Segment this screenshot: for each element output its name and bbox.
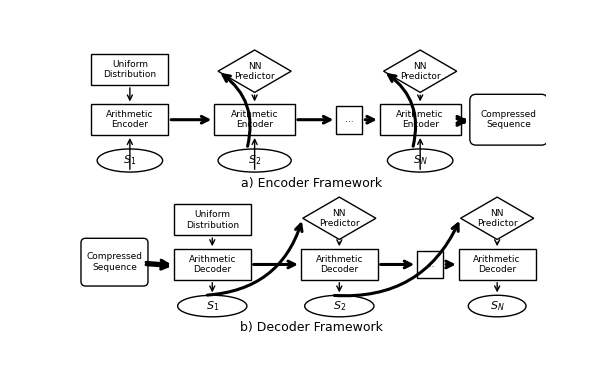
FancyBboxPatch shape (470, 94, 548, 145)
Text: $S_2$: $S_2$ (333, 299, 346, 313)
Text: NN
Predictor: NN Predictor (400, 62, 440, 81)
FancyBboxPatch shape (417, 251, 443, 278)
FancyBboxPatch shape (458, 249, 536, 280)
FancyBboxPatch shape (174, 249, 250, 280)
Ellipse shape (387, 149, 453, 172)
Polygon shape (303, 197, 376, 239)
Ellipse shape (97, 149, 162, 172)
Text: $S_1$: $S_1$ (123, 154, 137, 167)
Text: a) Encoder Framework: a) Encoder Framework (241, 177, 382, 190)
FancyBboxPatch shape (336, 106, 362, 133)
Ellipse shape (218, 149, 291, 172)
FancyBboxPatch shape (91, 54, 168, 85)
Text: ...: ... (426, 260, 435, 269)
Text: Uniform
Distribution: Uniform Distribution (103, 60, 156, 80)
FancyBboxPatch shape (380, 104, 461, 135)
FancyBboxPatch shape (301, 249, 378, 280)
Text: $S_N$: $S_N$ (413, 154, 427, 167)
Ellipse shape (305, 295, 374, 317)
Text: Arithmetic
Encoder: Arithmetic Encoder (106, 110, 154, 130)
Text: Compressed
Sequence: Compressed Sequence (86, 253, 142, 272)
Text: ...: ... (345, 115, 354, 124)
Text: NN
Predictor: NN Predictor (319, 209, 360, 228)
Text: Uniform
Distribution: Uniform Distribution (185, 210, 239, 230)
Text: Arithmetic
Encoder: Arithmetic Encoder (396, 110, 444, 130)
Text: Arithmetic
Encoder: Arithmetic Encoder (231, 110, 278, 130)
FancyBboxPatch shape (81, 238, 148, 286)
Text: b) Decoder Framework: b) Decoder Framework (240, 321, 383, 334)
FancyBboxPatch shape (91, 104, 168, 135)
Polygon shape (461, 197, 534, 239)
Text: Arithmetic
Decoder: Arithmetic Decoder (474, 255, 521, 274)
Text: $S_1$: $S_1$ (206, 299, 219, 313)
Ellipse shape (178, 295, 247, 317)
Text: $S_2$: $S_2$ (248, 154, 261, 167)
Text: NN
Predictor: NN Predictor (234, 62, 275, 81)
Text: Compressed
Sequence: Compressed Sequence (481, 110, 537, 130)
Polygon shape (218, 50, 291, 92)
Text: Arithmetic
Decoder: Arithmetic Decoder (188, 255, 236, 274)
Ellipse shape (468, 295, 526, 317)
FancyBboxPatch shape (174, 204, 250, 235)
Text: NN
Predictor: NN Predictor (477, 209, 517, 228)
Text: $S_N$: $S_N$ (490, 299, 505, 313)
Polygon shape (384, 50, 457, 92)
FancyBboxPatch shape (214, 104, 295, 135)
Text: Arithmetic
Decoder: Arithmetic Decoder (316, 255, 363, 274)
